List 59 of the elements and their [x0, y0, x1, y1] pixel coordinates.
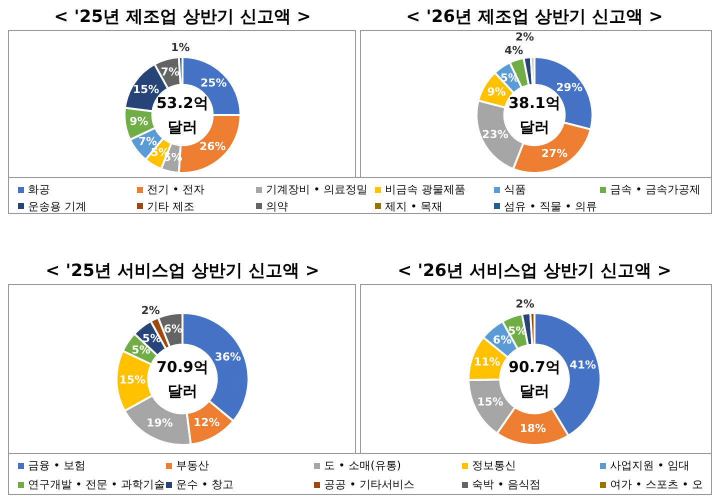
data-label: 7% — [160, 66, 180, 79]
data-label: 2% — [141, 304, 160, 317]
legend-label: 공공 • 기타서비스 — [323, 477, 414, 492]
data-label: 6% — [492, 333, 512, 346]
legend-label: 도 • 소매(유통) — [323, 458, 402, 473]
data-label: 36% — [214, 350, 242, 364]
legend-label: 비금속 광물제품 — [384, 182, 466, 197]
data-label: 23% — [482, 128, 508, 141]
data-label: 11% — [474, 355, 500, 368]
chart-title: < '25년 제조업 상반기 신고액 > — [53, 6, 312, 28]
text: 달러 — [168, 382, 198, 400]
legend-label: 섬유 • 직물 • 의류 — [503, 198, 597, 214]
legend-label: 운송용 기계 — [27, 198, 86, 214]
legend-label: 의약 — [265, 198, 288, 214]
legend-label: 연구개발 • 전문 • 과학기술 — [27, 477, 165, 492]
data-label: 12% — [193, 416, 220, 429]
data-label: 1% — [171, 40, 190, 54]
legend-label: 여가 • 스포츠 • 오 — [609, 477, 703, 492]
data-label: 2% — [515, 30, 534, 44]
text: 달러 — [520, 382, 550, 400]
data-label: 25% — [200, 76, 227, 90]
text: 38.1억 — [508, 94, 560, 112]
data-label: 15% — [119, 373, 146, 386]
data-label: 15% — [477, 396, 504, 409]
text: 달러 — [168, 118, 198, 136]
legend-label: 금융 • 보험 — [27, 458, 86, 473]
data-label: 29% — [556, 80, 582, 94]
legend-label: 부동산 — [175, 458, 209, 473]
data-label: 26% — [200, 140, 226, 153]
legend-label: 운수 • 창고 — [175, 477, 234, 492]
data-label: 9% — [130, 114, 148, 128]
legend-label: 금속 • 금속가공제 — [609, 182, 700, 197]
data-label: 9% — [487, 85, 506, 98]
data-label: 7% — [138, 134, 158, 148]
text: 70.9억 — [156, 358, 208, 376]
legend-label: 정보통신 — [471, 458, 516, 473]
data-label: 2% — [516, 297, 534, 310]
data-label: 15% — [132, 83, 160, 96]
legend-label: 숙박 • 음식점 — [471, 477, 540, 492]
chart-title: < '26년 제조업 상반기 신고액 > — [405, 6, 664, 28]
text: 90.7억 — [508, 358, 560, 376]
legend-label: 전기 • 전자 — [146, 182, 204, 197]
text: 달러 — [520, 118, 550, 136]
data-label: 19% — [146, 416, 173, 430]
chart-title: < '25년 서비스업 상반기 신고액 > — [44, 260, 320, 282]
legend-label: 식품 — [503, 182, 526, 197]
legend-label: 기계장비 • 의료정밀 — [265, 182, 368, 197]
legend-label: 화공 — [27, 182, 50, 197]
data-label: 27% — [541, 147, 568, 160]
data-label: 6% — [164, 322, 182, 336]
legend-label: 제지 • 목재 — [384, 198, 442, 214]
data-label: 5% — [132, 344, 150, 357]
text: 53.2억 — [156, 94, 208, 112]
data-label: 41% — [570, 358, 596, 372]
legend-label: 기타 제조 — [146, 198, 194, 214]
chart-title: < '26년 서비스업 상반기 신고액 > — [396, 260, 672, 282]
legend-label: 사업지원 • 임대 — [609, 458, 690, 473]
data-label: 18% — [520, 422, 546, 435]
data-label: 4% — [504, 44, 524, 58]
